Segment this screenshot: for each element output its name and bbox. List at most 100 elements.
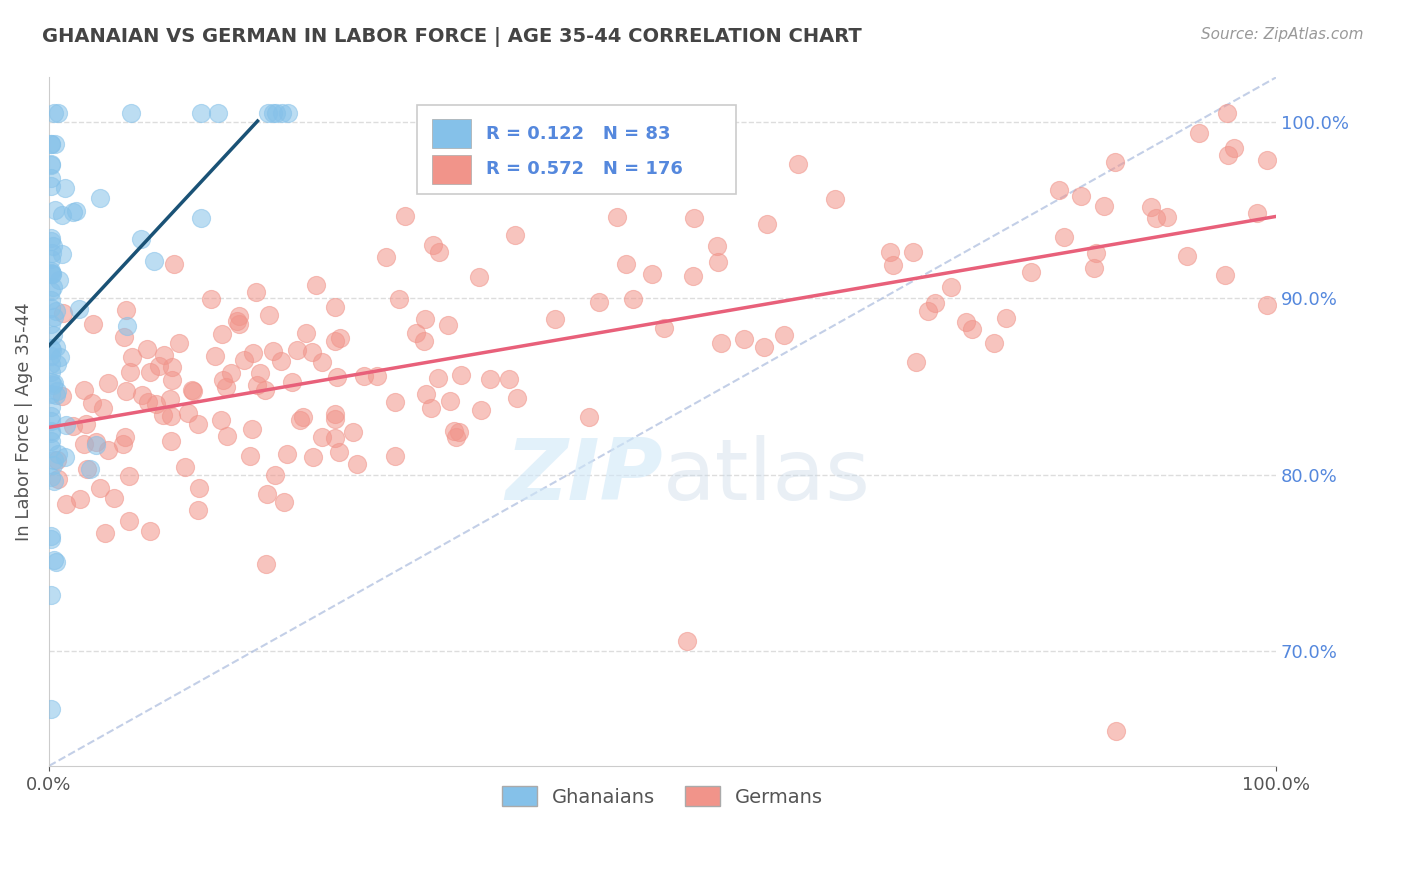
Point — [91, 401, 114, 415]
Point — [641, 267, 664, 281]
Point — [311, 354, 333, 368]
Point — [384, 450, 406, 464]
Point — [89, 190, 111, 204]
Point — [270, 105, 292, 120]
Point — [447, 425, 470, 439]
Point — [80, 395, 103, 409]
Point — [960, 322, 983, 336]
Text: Source: ZipAtlas.com: Source: ZipAtlas.com — [1201, 27, 1364, 42]
Point — [41, 158, 63, 172]
Point — [45, 452, 67, 467]
Point — [787, 157, 810, 171]
Point — [405, 326, 427, 341]
Point — [41, 263, 63, 277]
Point — [41, 377, 63, 392]
Point — [323, 301, 346, 315]
Point — [41, 376, 63, 390]
Point — [305, 278, 328, 293]
Point — [1256, 153, 1278, 168]
Point — [614, 257, 637, 271]
Point — [160, 409, 183, 424]
Point — [1105, 723, 1128, 738]
Point — [256, 487, 278, 501]
Point — [412, 334, 434, 348]
Point — [163, 257, 186, 271]
Point — [41, 349, 63, 363]
Point — [41, 327, 63, 342]
Point — [1187, 126, 1209, 140]
Point — [45, 555, 67, 569]
Point — [41, 137, 63, 152]
Point — [323, 411, 346, 425]
Point — [706, 238, 728, 252]
Point — [326, 370, 349, 384]
Point — [588, 294, 610, 309]
Point — [42, 458, 65, 473]
Point — [42, 376, 65, 390]
Point — [710, 335, 733, 350]
Point — [190, 211, 212, 225]
Point — [79, 462, 101, 476]
Point — [249, 366, 271, 380]
Point — [682, 269, 704, 284]
Point — [233, 352, 256, 367]
Point — [1070, 189, 1092, 203]
Point — [169, 336, 191, 351]
Point — [52, 306, 75, 320]
Point — [82, 317, 104, 331]
Point — [444, 430, 467, 444]
Point — [190, 105, 212, 120]
Point — [415, 387, 437, 401]
Point — [544, 312, 567, 326]
Point — [1156, 210, 1178, 224]
Point — [42, 238, 65, 252]
Point — [1216, 147, 1239, 161]
Point — [41, 588, 63, 602]
Point — [41, 532, 63, 546]
Point — [329, 331, 352, 345]
Point — [41, 136, 63, 151]
Point — [228, 309, 250, 323]
Point — [257, 105, 280, 120]
Point — [160, 373, 183, 387]
Point — [159, 392, 181, 406]
Point — [117, 514, 139, 528]
Point — [160, 359, 183, 374]
Point — [200, 293, 222, 307]
Point — [55, 497, 77, 511]
Point — [41, 343, 63, 357]
Point — [323, 407, 346, 421]
Point — [211, 326, 233, 341]
Point — [328, 445, 350, 459]
Text: atlas: atlas — [662, 435, 870, 518]
Point — [917, 304, 939, 318]
Point — [291, 410, 314, 425]
Point — [84, 437, 107, 451]
Point — [41, 267, 63, 281]
Point — [41, 424, 63, 438]
Point — [46, 105, 69, 120]
Point — [437, 318, 460, 332]
Point — [752, 340, 775, 354]
Point — [353, 368, 375, 383]
Point — [904, 355, 927, 369]
Point — [53, 181, 76, 195]
Point — [41, 357, 63, 371]
Point — [187, 417, 209, 431]
Point — [264, 467, 287, 482]
Point — [120, 105, 142, 120]
Point — [276, 447, 298, 461]
Point — [41, 400, 63, 414]
Point — [148, 359, 170, 374]
Point — [73, 437, 96, 451]
Point — [114, 330, 136, 344]
Point — [498, 372, 520, 386]
Point — [142, 254, 165, 268]
Point — [254, 383, 277, 397]
Point — [450, 368, 472, 382]
Point — [188, 481, 211, 495]
Point — [41, 365, 63, 379]
Point — [41, 434, 63, 448]
Point — [42, 105, 65, 120]
Point — [44, 136, 66, 151]
